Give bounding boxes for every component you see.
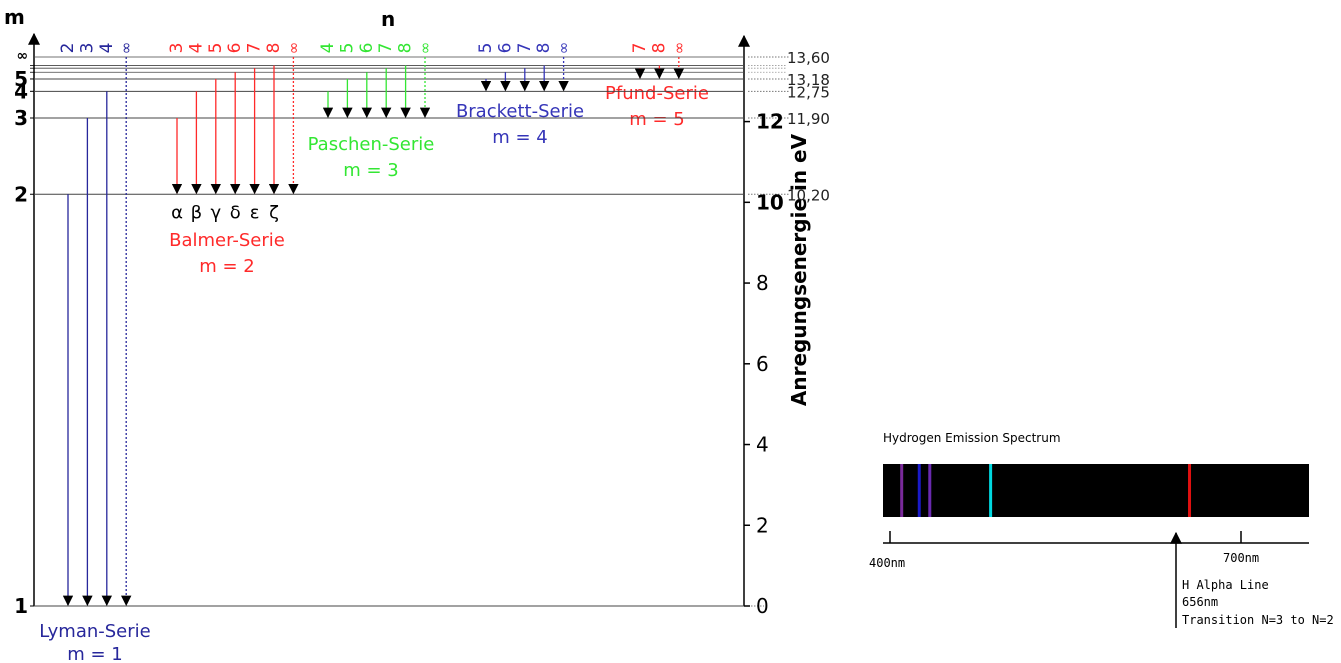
axis-tick-label-0: 0 (756, 594, 769, 618)
pfund-n-label-8: 8 (649, 43, 669, 54)
balmer-greek-4: ε (250, 202, 260, 223)
axis-tick-label-12: 12 (756, 110, 784, 134)
spectrum-lines (900, 464, 1192, 517)
spectrum-line-410 (900, 464, 904, 517)
callout-line-2: 656nm (1182, 595, 1218, 609)
balmer-series-name: Balmer-Serie (169, 230, 285, 251)
balmer-n-label-6: 6 (225, 43, 245, 54)
lyman-series: 2 3 4 ∞ (58, 42, 135, 607)
level-label-3: 3 (14, 106, 28, 130)
brackett-n-label-6: 6 (495, 43, 515, 54)
balmer-n-label-8: 8 (264, 43, 284, 54)
emission-spectrum-panel: Hydrogen Emission Spectrum 400nm 700nm H… (869, 431, 1334, 628)
energy-value-label: 10,20 (787, 186, 830, 204)
spectrum-line-434 (928, 464, 932, 517)
brackett-n-label-7: 7 (515, 43, 535, 54)
level-label-2: 2 (14, 182, 28, 206)
lyman-n-label-2: 2 (58, 43, 78, 54)
spectrum-line-656 (1188, 464, 1192, 517)
balmer-n-label-7: 7 (245, 43, 265, 54)
balmer-greek-2: γ (210, 202, 221, 223)
brackett-n-label-8: 8 (534, 43, 554, 54)
axis-tick-label-10: 10 (756, 190, 784, 214)
balmer-n-label-3: 3 (167, 43, 187, 54)
balmer-series: 3 α 4 β 5 γ 6 δ 7 ε 8 ζ ∞ (167, 42, 302, 224)
spectrum-line-486 (989, 464, 993, 517)
lyman-n-label-3: 3 (77, 43, 97, 54)
energy-value-label: 13,60 (787, 49, 830, 67)
lyman-n-label-4: 4 (97, 43, 117, 54)
balmer-greek-5: ζ (269, 202, 279, 223)
pfund-series-m: m = 5 (629, 109, 685, 130)
pfund-n-label-7: 7 (630, 43, 650, 54)
axis-tick-label-8: 8 (756, 271, 769, 295)
paschen-series-m: m = 3 (343, 160, 399, 181)
callout-line-3: Transition N=3 to N=2 (1182, 613, 1334, 627)
energy-axis-title: Anregungsenergie in eV (787, 133, 811, 406)
lyman-series-m: m = 1 (67, 644, 123, 663)
brackett-series-name: Brackett-Serie (456, 101, 584, 122)
balmer-greek-1: β (191, 202, 203, 223)
energy-levels: 1 2 3 45 ∞ (14, 48, 744, 618)
pfund-series-name: Pfund-Serie (605, 83, 709, 104)
level-label-5: 5 (14, 67, 28, 91)
tick-label-700: 700nm (1223, 551, 1259, 565)
paschen-series-name: Paschen-Serie (308, 134, 435, 155)
tick-label-400: 400nm (869, 556, 905, 570)
n-axis-title: n (381, 7, 395, 31)
callout-line-1: H Alpha Line (1182, 578, 1269, 592)
paschen-n-label-7: 7 (376, 43, 396, 54)
pfund-series: 7 8 ∞ (630, 42, 688, 79)
spectrum-title: Hydrogen Emission Spectrum (883, 431, 1061, 445)
balmer-series-m: m = 2 (199, 256, 255, 277)
brackett-n-label-inf: ∞ (555, 42, 573, 55)
energy-value-label: 11,90 (787, 110, 830, 128)
spectrum-band (883, 464, 1309, 517)
paschen-n-label-inf: ∞ (416, 42, 434, 55)
balmer-greek-3: δ (230, 202, 241, 223)
axis-tick-label-2: 2 (756, 513, 769, 537)
level-label-4: 4 (14, 79, 28, 103)
paschen-n-label-4: 4 (318, 43, 338, 54)
brackett-series-m: m = 4 (492, 127, 548, 148)
paschen-n-label-8: 8 (396, 43, 416, 54)
brackett-series: 5 6 7 8 ∞ (476, 42, 573, 92)
balmer-n-label-inf: ∞ (284, 42, 302, 55)
level-label-infinity: ∞ (16, 48, 28, 64)
spectrum-line-425 (917, 464, 921, 517)
axis-tick-label-6: 6 (756, 352, 769, 376)
m-axis-title: m (4, 5, 25, 29)
energy-value-label: 13,18 (787, 71, 830, 89)
paschen-n-label-5: 5 (337, 43, 357, 54)
axis-tick-label-4: 4 (756, 433, 769, 457)
lyman-series-name: Lyman-Serie (39, 621, 150, 642)
balmer-greek-0: α (171, 202, 183, 223)
energy-value-label: 12,75 (787, 83, 830, 101)
paschen-n-label-6: 6 (357, 43, 377, 54)
balmer-n-label-5: 5 (206, 43, 226, 54)
pfund-n-label-inf: ∞ (670, 42, 688, 55)
paschen-series: 4 5 6 7 8 ∞ (318, 42, 434, 119)
brackett-n-label-5: 5 (476, 43, 496, 54)
balmer-n-label-4: 4 (186, 43, 206, 54)
level-label-1: 1 (14, 594, 28, 618)
lyman-n-label-inf: ∞ (117, 42, 135, 55)
